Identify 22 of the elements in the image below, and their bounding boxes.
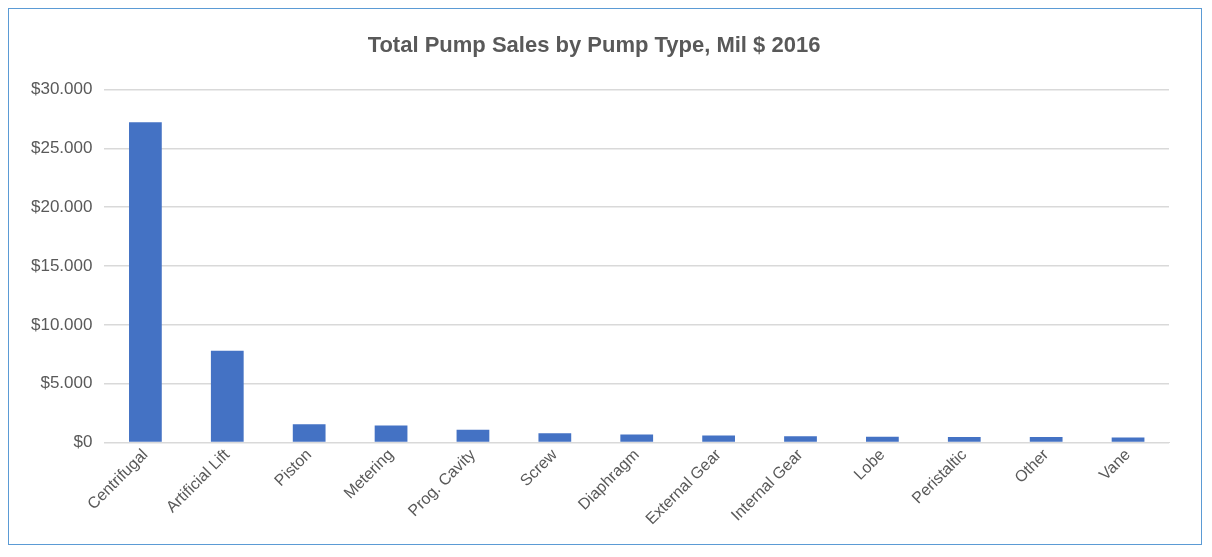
bar: [210, 350, 244, 442]
bar: [292, 424, 326, 442]
y-tick-label: $20.000: [31, 196, 93, 216]
bar: [702, 435, 735, 442]
y-tick-label: $30.000: [31, 79, 93, 99]
bar: [784, 436, 817, 442]
bar: [374, 425, 408, 442]
y-tick-label: $0: [73, 432, 93, 452]
bar: [129, 122, 162, 442]
chart-title: Total Pump Sales by Pump Type, Mil $ 2016: [367, 32, 821, 58]
y-tick-label: $10.000: [31, 314, 93, 334]
bar: [538, 433, 572, 442]
x-tick-label: Vane: [1095, 445, 1134, 484]
y-tick-label: $5.000: [40, 373, 93, 393]
bar: [1111, 437, 1145, 442]
bar: [866, 436, 899, 442]
bar: [620, 434, 654, 442]
bar: [1029, 436, 1063, 442]
bar: [947, 436, 981, 442]
y-tick-label: $15.000: [31, 255, 93, 275]
y-tick-label: $25.000: [31, 137, 93, 157]
bar: [456, 429, 490, 442]
